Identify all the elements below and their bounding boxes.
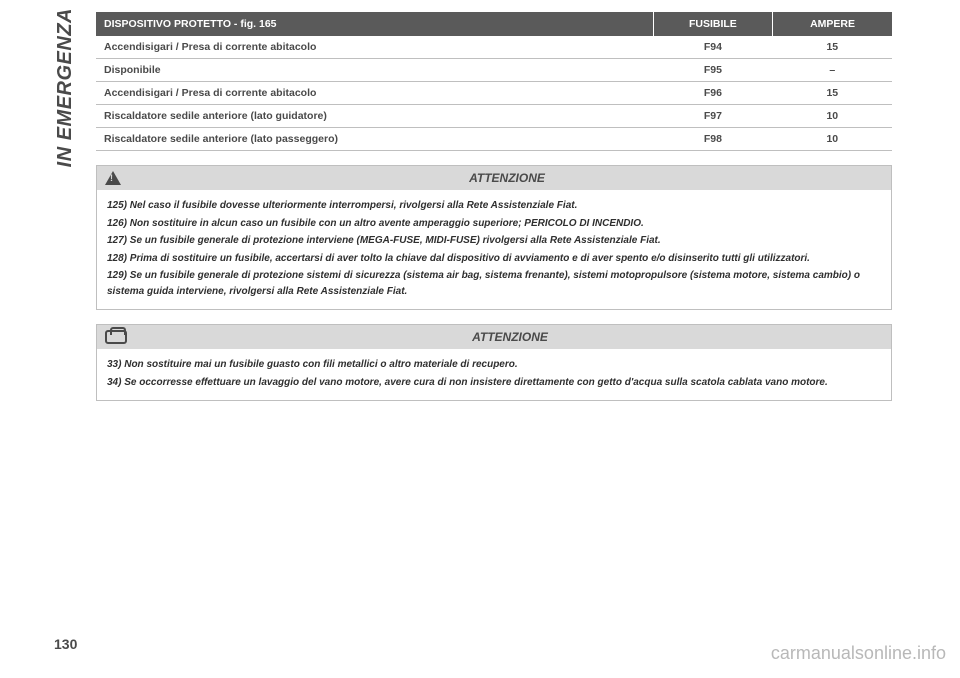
cell-fuse: F97: [653, 105, 772, 128]
warning-title-1: ATTENZIONE: [131, 171, 883, 185]
warning-body-1: 125) Nel caso il fusibile dovesse ulteri…: [97, 190, 891, 309]
warning-line: 128) Prima di sostituire un fusibile, ac…: [107, 251, 881, 267]
cell-amp: 15: [773, 36, 892, 59]
th-amp: AMPERE: [773, 12, 892, 36]
page-content: DISPOSITIVO PROTETTO - fig. 165 FUSIBILE…: [96, 12, 892, 401]
table-row: Accendisigari / Presa di corrente abitac…: [96, 36, 892, 59]
cell-fuse: F94: [653, 36, 772, 59]
cell-amp: 10: [773, 105, 892, 128]
warning-body-2: 33) Non sostituire mai un fusibile guast…: [97, 349, 891, 400]
cell-device: Accendisigari / Presa di corrente abitac…: [96, 82, 653, 105]
car-warning-icon: [105, 330, 127, 344]
table-row: Accendisigari / Presa di corrente abitac…: [96, 82, 892, 105]
warning-header-2: ATTENZIONE: [97, 325, 891, 349]
warning-line: 126) Non sostituire in alcun caso un fus…: [107, 216, 881, 232]
warning-line: 125) Nel caso il fusibile dovesse ulteri…: [107, 198, 881, 214]
warning-title-2: ATTENZIONE: [137, 330, 883, 344]
cell-device: Disponibile: [96, 59, 653, 82]
cell-amp: –: [773, 59, 892, 82]
cell-device: Riscaldatore sedile anteriore (lato pass…: [96, 128, 653, 151]
section-tab: IN EMERGENZA: [54, 8, 77, 167]
warning-line: 129) Se un fusibile generale di protezio…: [107, 268, 881, 299]
cell-fuse: F96: [653, 82, 772, 105]
fuse-table: DISPOSITIVO PROTETTO - fig. 165 FUSIBILE…: [96, 12, 892, 151]
triangle-warning-icon: [105, 171, 121, 185]
cell-fuse: F95: [653, 59, 772, 82]
warning-line: 33) Non sostituire mai un fusibile guast…: [107, 357, 881, 373]
warning-box-2: ATTENZIONE 33) Non sostituire mai un fus…: [96, 324, 892, 401]
warning-header-1: ATTENZIONE: [97, 166, 891, 190]
cell-amp: 10: [773, 128, 892, 151]
warning-line: 127) Se un fusibile generale di protezio…: [107, 233, 881, 249]
cell-fuse: F98: [653, 128, 772, 151]
cell-amp: 15: [773, 82, 892, 105]
table-row: Riscaldatore sedile anteriore (lato pass…: [96, 128, 892, 151]
cell-device: Riscaldatore sedile anteriore (lato guid…: [96, 105, 653, 128]
table-header-row: DISPOSITIVO PROTETTO - fig. 165 FUSIBILE…: [96, 12, 892, 36]
warning-line: 34) Se occorresse effettuare un lavaggio…: [107, 375, 881, 391]
warning-box-1: ATTENZIONE 125) Nel caso il fusibile dov…: [96, 165, 892, 310]
th-fuse: FUSIBILE: [653, 12, 772, 36]
th-device: DISPOSITIVO PROTETTO - fig. 165: [96, 12, 653, 36]
page-number: 130: [54, 636, 77, 652]
watermark: carmanualsonline.info: [771, 643, 946, 664]
table-row: Riscaldatore sedile anteriore (lato guid…: [96, 105, 892, 128]
cell-device: Accendisigari / Presa di corrente abitac…: [96, 36, 653, 59]
table-row: DisponibileF95–: [96, 59, 892, 82]
